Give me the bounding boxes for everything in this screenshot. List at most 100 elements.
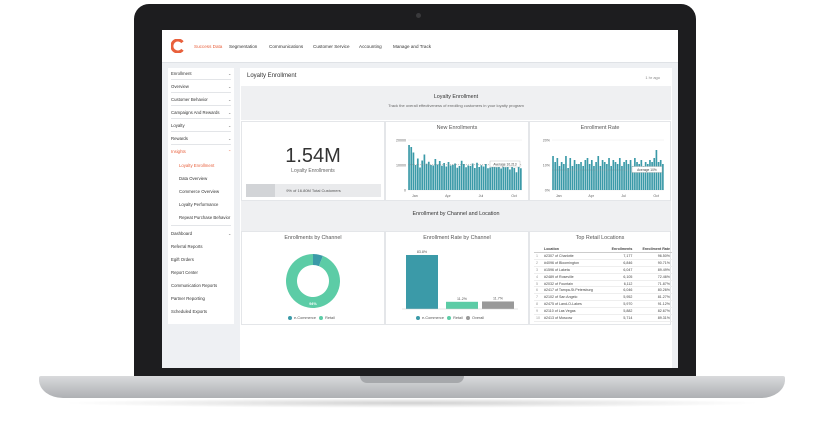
bar xyxy=(482,301,514,309)
annotation-label: Average 10% xyxy=(637,168,657,172)
table-row[interactable]: 6 #2417 of Tampa-St.Petersburg 6,046 80.26% xyxy=(534,286,672,295)
sidebar-item-communication-reports[interactable]: Communication Reports xyxy=(171,283,218,288)
chevron-down-icon[interactable]: ⌄ xyxy=(228,231,232,236)
table-row[interactable]: 5 #2032 of Fountain 6,112 71.87% xyxy=(534,280,672,288)
nav-item-accounting[interactable]: Accounting xyxy=(359,44,382,49)
rate-cell: 90.71% xyxy=(634,259,672,267)
divider xyxy=(171,79,231,80)
legend-label: Retail xyxy=(325,316,335,320)
bar xyxy=(610,166,613,190)
table-header xyxy=(534,246,542,253)
bar xyxy=(629,160,632,190)
nav-item-segmentation[interactable]: Segmentation xyxy=(229,44,258,49)
x-tick-label: Apr xyxy=(588,194,594,198)
table-row[interactable]: 1 #2307 of Charlotte 7,177 96.50% xyxy=(534,252,672,260)
sidebar-item-campaigns-and-rewards[interactable]: Campaigns And Rewards xyxy=(171,110,220,115)
sidebar-item-egift-orders[interactable]: Egift Orders xyxy=(171,257,194,262)
app-logo-icon[interactable] xyxy=(171,39,185,53)
bar xyxy=(642,166,645,190)
sidebar-item-dashboard[interactable]: Dashboard xyxy=(171,231,193,236)
bar xyxy=(500,168,502,190)
bar xyxy=(493,166,496,190)
sidebar-item-rewards[interactable]: Rewards xyxy=(171,136,188,141)
table-header[interactable]: Location xyxy=(542,246,605,253)
new-enrollments-card: New Enrollments 20000 10000 0 Jan Apr Jul Oct A… xyxy=(385,121,529,201)
sidebar-item-partner-reporting[interactable]: Partner Reporting xyxy=(171,296,205,301)
bar xyxy=(480,165,483,190)
bar xyxy=(427,161,430,190)
top-nav: Success Data Segmentation Communications… xyxy=(162,30,678,63)
table-row[interactable]: 2 #4096 of Bloomington 6,846 90.71% xyxy=(534,259,672,267)
bar xyxy=(473,168,476,190)
sidebar-item-report-center[interactable]: Report Center xyxy=(171,270,198,275)
location-cell: #2032 of Fountain xyxy=(542,280,605,288)
bar xyxy=(423,154,426,190)
table-row[interactable]: 4 #2489 of Roseville 6,105 72.46% xyxy=(534,273,672,281)
bar xyxy=(438,161,441,190)
bar xyxy=(513,168,516,190)
sidebar-item-overview[interactable]: Overview xyxy=(171,84,189,89)
chevron-down-icon[interactable]: ⌄ xyxy=(228,71,232,76)
chevron-down-icon[interactable]: ⌄ xyxy=(228,110,232,115)
bar xyxy=(447,162,450,190)
enrollments-cell: 6,047 xyxy=(604,266,635,274)
divider xyxy=(171,118,231,119)
table-row[interactable]: 9 #2110 of Las Vegas 5,882 82.67% xyxy=(534,307,672,316)
location-cell: #2102 of San Angelo xyxy=(542,293,605,302)
bar xyxy=(593,166,595,190)
sidebar-item-customer-behavior[interactable]: Customer Behavior xyxy=(171,97,208,102)
enrollments-by-channel-card: Enrollments by Channel 94% e-Commerce Re… xyxy=(241,231,385,325)
table-row[interactable]: 10 #2413 of Moscow 5,714 89.31% xyxy=(534,314,672,322)
chevron-down-icon[interactable]: ⌄ xyxy=(228,97,232,102)
chevron-down-icon[interactable]: ⌃ xyxy=(228,149,232,154)
sidebar-item-loyalty[interactable]: Loyalty xyxy=(171,123,185,128)
table-body: 1 #2307 of Charlotte 7,177 96.50% 2 #4096 of … xyxy=(534,252,672,322)
rate-cell: 80.26% xyxy=(634,286,672,295)
bar xyxy=(430,165,432,190)
bar xyxy=(504,167,507,190)
table-row[interactable]: 3 #1596 of Laketa 6,047 89.49% xyxy=(534,266,672,274)
screen: Success Data Segmentation Communications… xyxy=(162,30,678,368)
sidebar-subitem-commerce-overview[interactable]: Commerce Overview xyxy=(179,189,220,194)
sidebar-subitem-data-overview[interactable]: Data Overview xyxy=(179,176,208,181)
laptop-notch xyxy=(360,376,464,383)
divider xyxy=(171,105,231,106)
nav-item-communications[interactable]: Communications xyxy=(269,44,304,49)
rate-cell: 89.49% xyxy=(634,266,672,274)
bar xyxy=(580,162,582,190)
chevron-down-icon[interactable]: ⌄ xyxy=(228,84,232,89)
chevron-down-icon[interactable]: ⌄ xyxy=(228,136,232,141)
pie-slice xyxy=(286,254,340,308)
table-header[interactable]: Enrollments xyxy=(604,246,635,253)
sidebar-subitem-loyalty-enrollment[interactable]: Loyalty Enrollment xyxy=(179,163,215,168)
sidebar-item-enrollment[interactable]: Enrollment xyxy=(171,71,192,76)
nav-item-manage-and-track[interactable]: Manage and Track xyxy=(393,44,432,49)
nav-item-success-data[interactable]: Success Data xyxy=(194,44,223,49)
bar xyxy=(590,160,593,190)
bar xyxy=(653,158,656,190)
sidebar-subitem-repeat-purchase-behavior[interactable]: Repeat Purchase Behavior xyxy=(179,215,231,220)
section-title: Enrollment by Channel and Location xyxy=(412,211,500,217)
sidebar-item-referral-reports[interactable]: Referral Reports xyxy=(171,244,203,249)
bar xyxy=(469,166,472,190)
row-index: 7 xyxy=(534,293,542,302)
main-content: Loyalty Enrollment 1 hr ago Loyalty Enro… xyxy=(240,68,672,368)
bar xyxy=(506,164,509,190)
sidebar-item-insights[interactable]: Insights xyxy=(171,149,186,154)
bar xyxy=(552,156,554,190)
bar xyxy=(406,254,438,309)
divider xyxy=(171,92,231,93)
sidebar-subitem-loyalty-performance[interactable]: Loyalty Performance xyxy=(179,202,219,207)
bar xyxy=(606,164,608,190)
x-tick-label: Jul xyxy=(479,194,484,198)
table-row[interactable]: 8 #2475 of Land-O-Lakes 5,970 91.12% xyxy=(534,300,672,309)
sidebar-item-scheduled-exports[interactable]: Scheduled Exports xyxy=(171,309,208,314)
bar xyxy=(567,168,569,190)
enrollment-rate-card: Enrollment Rate 20% 10% 0% Jan Apr Jul Oct Aver… xyxy=(529,121,671,201)
rate-cell: 71.87% xyxy=(634,280,672,288)
table-row[interactable]: 7 #2102 of San Angelo 5,952 81.27% xyxy=(534,293,672,302)
nav-item-customer-service[interactable]: Customer Service xyxy=(313,44,350,49)
y-tick-label: 0% xyxy=(545,188,551,192)
chevron-down-icon[interactable]: ⌄ xyxy=(228,123,232,128)
table-header[interactable]: Enrollment Rate xyxy=(634,246,672,253)
